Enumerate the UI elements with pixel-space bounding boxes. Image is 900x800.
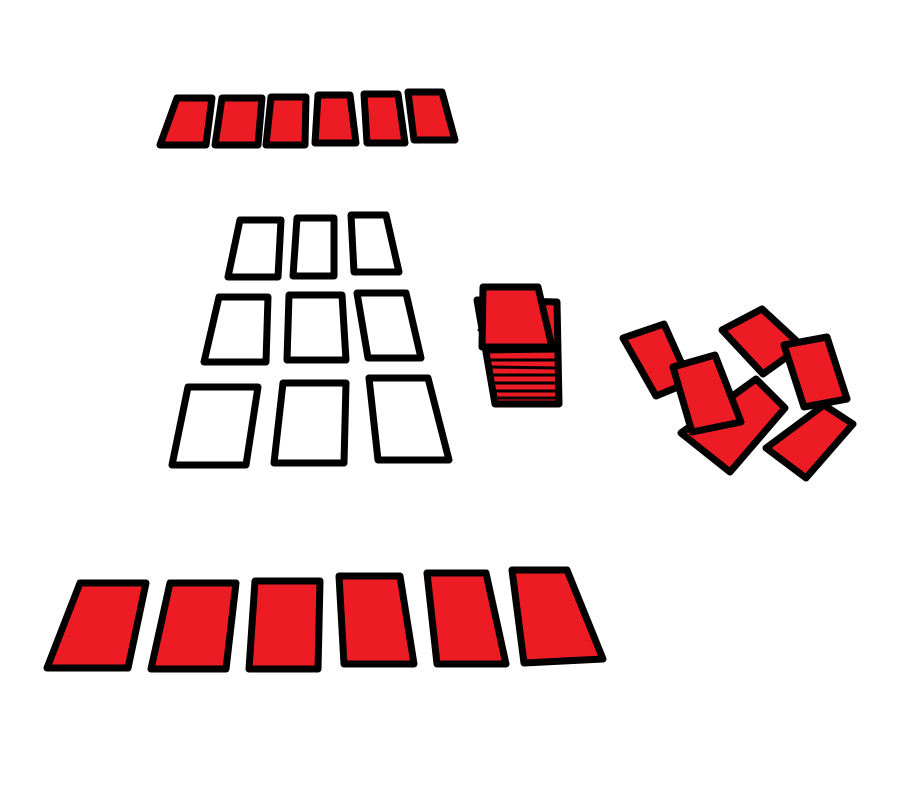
board-slot[interactable] — [270, 379, 350, 467]
board-slot[interactable] — [289, 214, 338, 280]
opponent-card[interactable] — [311, 91, 360, 147]
board-grid — [168, 211, 453, 469]
board-slot[interactable] — [353, 289, 425, 362]
discard-card — [762, 401, 857, 482]
discard-pile[interactable] — [619, 305, 857, 482]
opponent-card[interactable] — [211, 94, 266, 149]
board-slot[interactable] — [200, 293, 272, 366]
discard-card — [780, 333, 851, 411]
deck-top-card[interactable] — [478, 283, 556, 351]
opponent-hand — [156, 88, 459, 149]
player-card[interactable] — [43, 579, 150, 672]
player-card[interactable] — [335, 572, 418, 668]
draw-pile[interactable] — [473, 283, 563, 408]
board-slot[interactable] — [365, 374, 453, 464]
board-slot[interactable] — [283, 291, 350, 364]
board-slot[interactable] — [347, 211, 403, 276]
board-slot[interactable] — [224, 216, 285, 281]
deck-edge-lines — [477, 316, 559, 400]
opponent-card[interactable] — [156, 94, 216, 149]
discard-card[interactable] — [669, 351, 745, 436]
player-card[interactable] — [245, 577, 324, 673]
opponent-card[interactable] — [360, 90, 409, 147]
opponent-card[interactable] — [262, 93, 310, 149]
player-card[interactable] — [147, 579, 240, 673]
player-card[interactable] — [508, 566, 607, 667]
opponent-card[interactable] — [404, 88, 459, 144]
player-card[interactable] — [423, 569, 510, 668]
player-hand — [43, 566, 607, 673]
board-slot[interactable] — [168, 383, 262, 469]
